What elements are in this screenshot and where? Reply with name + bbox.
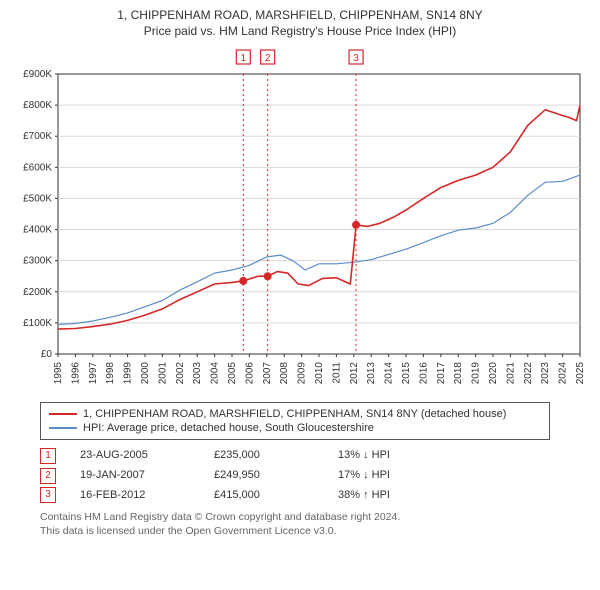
legend-label-blue: HPI: Average price, detached house, Sout… xyxy=(83,422,374,434)
svg-text:2014: 2014 xyxy=(384,362,395,385)
sale-delta-2: 17% ↓ HPI xyxy=(338,466,458,486)
svg-text:2001: 2001 xyxy=(157,362,168,385)
svg-text:3: 3 xyxy=(353,53,359,64)
svg-text:2023: 2023 xyxy=(540,362,551,385)
svg-text:2002: 2002 xyxy=(175,362,186,385)
footnote: Contains HM Land Registry data © Crown c… xyxy=(40,511,590,538)
svg-text:£400K: £400K xyxy=(23,225,52,236)
svg-text:2010: 2010 xyxy=(314,362,325,385)
sale-marker-1: 1 xyxy=(40,448,56,464)
sales-row-2: 2 19-JAN-2007 £249,950 17% ↓ HPI xyxy=(40,466,590,486)
svg-text:1997: 1997 xyxy=(88,362,99,385)
svg-text:2015: 2015 xyxy=(401,362,412,385)
svg-text:£900K: £900K xyxy=(23,69,52,80)
svg-text:2012: 2012 xyxy=(349,362,360,385)
sale-delta-3: 38% ↑ HPI xyxy=(338,486,458,506)
sale-delta-1: 13% ↓ HPI xyxy=(338,446,458,466)
footnote-line1: Contains HM Land Registry data © Crown c… xyxy=(40,511,590,525)
svg-text:2020: 2020 xyxy=(488,362,499,385)
legend-row-blue: HPI: Average price, detached house, Sout… xyxy=(49,421,541,435)
svg-text:2024: 2024 xyxy=(558,362,569,385)
svg-text:2018: 2018 xyxy=(453,362,464,385)
legend-row-red: 1, CHIPPENHAM ROAD, MARSHFIELD, CHIPPENH… xyxy=(49,407,541,421)
svg-text:£800K: £800K xyxy=(23,100,52,111)
svg-text:2: 2 xyxy=(265,53,271,64)
svg-text:2004: 2004 xyxy=(210,362,221,385)
svg-text:1995: 1995 xyxy=(53,362,64,385)
sale-price-3: £415,000 xyxy=(214,486,314,506)
chart-area: £0 £100K £200K £300K £400K £500K £600K £700K £80… xyxy=(10,44,590,394)
sale-marker-3: 3 xyxy=(40,487,56,503)
legend-swatch-blue xyxy=(49,427,77,429)
svg-text:2005: 2005 xyxy=(227,362,238,385)
chart-svg: £0 £100K £200K £300K £400K £500K £600K £700K £80… xyxy=(10,44,590,394)
svg-text:2025: 2025 xyxy=(575,362,586,385)
svg-text:1996: 1996 xyxy=(70,362,81,385)
svg-text:2003: 2003 xyxy=(192,362,203,385)
sales-row-3: 3 16-FEB-2012 £415,000 38% ↑ HPI xyxy=(40,486,590,506)
sale-date-3: 16-FEB-2012 xyxy=(80,486,190,506)
svg-text:£100K: £100K xyxy=(23,318,52,329)
svg-text:£500K: £500K xyxy=(23,193,52,204)
svg-text:2009: 2009 xyxy=(297,362,308,385)
svg-text:2017: 2017 xyxy=(436,362,447,385)
chart-container: 1, CHIPPENHAM ROAD, MARSHFIELD, CHIPPENH… xyxy=(0,0,600,543)
svg-text:£600K: £600K xyxy=(23,162,52,173)
sale-marker-2: 2 xyxy=(40,468,56,484)
svg-text:2008: 2008 xyxy=(279,362,290,385)
svg-text:2016: 2016 xyxy=(418,362,429,385)
svg-text:2021: 2021 xyxy=(505,362,516,385)
svg-text:2000: 2000 xyxy=(140,362,151,385)
sale-date-2: 19-JAN-2007 xyxy=(80,466,190,486)
svg-text:2013: 2013 xyxy=(366,362,377,385)
svg-text:£200K: £200K xyxy=(23,287,52,298)
svg-text:2011: 2011 xyxy=(331,362,342,384)
svg-text:1998: 1998 xyxy=(105,362,116,385)
title-block: 1, CHIPPENHAM ROAD, MARSHFIELD, CHIPPENH… xyxy=(10,8,590,38)
svg-text:1999: 1999 xyxy=(123,362,134,385)
svg-text:£0: £0 xyxy=(41,349,53,360)
svg-text:1: 1 xyxy=(241,53,247,64)
footnote-line2: This data is licensed under the Open Gov… xyxy=(40,525,590,539)
legend-label-red: 1, CHIPPENHAM ROAD, MARSHFIELD, CHIPPENH… xyxy=(83,408,506,420)
svg-text:£700K: £700K xyxy=(23,131,52,142)
svg-text:2006: 2006 xyxy=(244,362,255,385)
sale-date-1: 23-AUG-2005 xyxy=(80,446,190,466)
title-subtitle: Price paid vs. HM Land Registry's House … xyxy=(10,24,590,38)
svg-text:2019: 2019 xyxy=(471,362,482,385)
sales-table: 1 23-AUG-2005 £235,000 13% ↓ HPI 2 19-JA… xyxy=(40,446,590,505)
legend-swatch-red xyxy=(49,413,77,415)
svg-text:2022: 2022 xyxy=(523,362,534,385)
svg-text:£300K: £300K xyxy=(23,256,52,267)
title-address: 1, CHIPPENHAM ROAD, MARSHFIELD, CHIPPENH… xyxy=(10,8,590,22)
sale-price-2: £249,950 xyxy=(214,466,314,486)
sales-row-1: 1 23-AUG-2005 £235,000 13% ↓ HPI xyxy=(40,446,590,466)
sale-price-1: £235,000 xyxy=(214,446,314,466)
legend-box: 1, CHIPPENHAM ROAD, MARSHFIELD, CHIPPENH… xyxy=(40,402,550,440)
svg-text:2007: 2007 xyxy=(262,362,273,385)
